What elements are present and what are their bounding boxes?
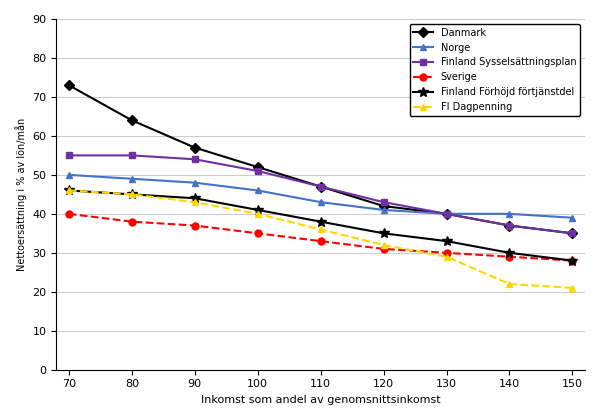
Norge: [443, 211, 450, 216]
Danmark: [254, 165, 262, 170]
Danmark: [569, 231, 576, 236]
Finland Forhojd fortjanstdel: [317, 219, 324, 224]
Finland Sysselsattningsplan: [506, 223, 513, 228]
Norge: [380, 207, 387, 213]
Sverige: [380, 247, 387, 252]
FI Dagpenning: [443, 254, 450, 259]
Legend: Danmark, Norge, Finland Sysselsättningsplan, Sverige, Finland Förhöjd förtjänstd: Danmark, Norge, Finland Sysselsättningsp…: [410, 24, 580, 116]
Danmark: [443, 211, 450, 216]
Sverige: [128, 219, 136, 224]
Finland Forhojd fortjanstdel: [380, 231, 387, 236]
Sverige: [191, 223, 199, 228]
Danmark: [380, 204, 387, 209]
Line: FI Dagpenning: FI Dagpenning: [65, 187, 576, 291]
Norge: [317, 200, 324, 205]
FI Dagpenning: [569, 285, 576, 290]
Sverige: [569, 258, 576, 263]
Sverige: [317, 239, 324, 244]
Finland Sysselsattningsplan: [128, 153, 136, 158]
Finland Forhojd fortjanstdel: [506, 250, 513, 255]
FI Dagpenning: [254, 211, 262, 216]
FI Dagpenning: [380, 242, 387, 247]
Norge: [191, 180, 199, 185]
Finland Forhojd fortjanstdel: [569, 258, 576, 263]
Finland Sysselsattningsplan: [380, 200, 387, 205]
Line: Norge: Norge: [65, 171, 576, 221]
Sverige: [443, 250, 450, 255]
Finland Forhojd fortjanstdel: [254, 207, 262, 213]
Norge: [569, 215, 576, 220]
Danmark: [506, 223, 513, 228]
Finland Sysselsattningsplan: [65, 153, 73, 158]
Finland Sysselsattningsplan: [254, 168, 262, 173]
Norge: [254, 188, 262, 193]
X-axis label: Inkomst som andel av genomsnittsinkomst: Inkomst som andel av genomsnittsinkomst: [201, 395, 440, 405]
Norge: [128, 176, 136, 181]
Y-axis label: Nettoersättning i % av lön/mån: Nettoersättning i % av lön/mån: [15, 118, 27, 271]
Danmark: [65, 83, 73, 88]
Line: Finland Forhojd fortjanstdel: Finland Forhojd fortjanstdel: [64, 186, 577, 265]
FI Dagpenning: [128, 192, 136, 197]
Sverige: [506, 254, 513, 259]
Danmark: [128, 118, 136, 123]
Finland Forhojd fortjanstdel: [128, 192, 136, 197]
Norge: [65, 172, 73, 177]
FI Dagpenning: [317, 227, 324, 232]
Finland Forhojd fortjanstdel: [191, 196, 199, 201]
Line: Danmark: Danmark: [65, 82, 576, 237]
Line: Finland Sysselsattningsplan: Finland Sysselsattningsplan: [65, 152, 576, 237]
Finland Forhojd fortjanstdel: [443, 239, 450, 244]
Danmark: [317, 184, 324, 189]
FI Dagpenning: [506, 281, 513, 286]
Danmark: [191, 145, 199, 150]
Finland Sysselsattningsplan: [443, 211, 450, 216]
FI Dagpenning: [191, 200, 199, 205]
Norge: [506, 211, 513, 216]
FI Dagpenning: [65, 188, 73, 193]
Finland Forhojd fortjanstdel: [65, 188, 73, 193]
Finland Sysselsattningsplan: [317, 184, 324, 189]
Sverige: [65, 211, 73, 216]
Finland Sysselsattningsplan: [191, 157, 199, 162]
Sverige: [254, 231, 262, 236]
Finland Sysselsattningsplan: [569, 231, 576, 236]
Line: Sverige: Sverige: [65, 210, 576, 264]
